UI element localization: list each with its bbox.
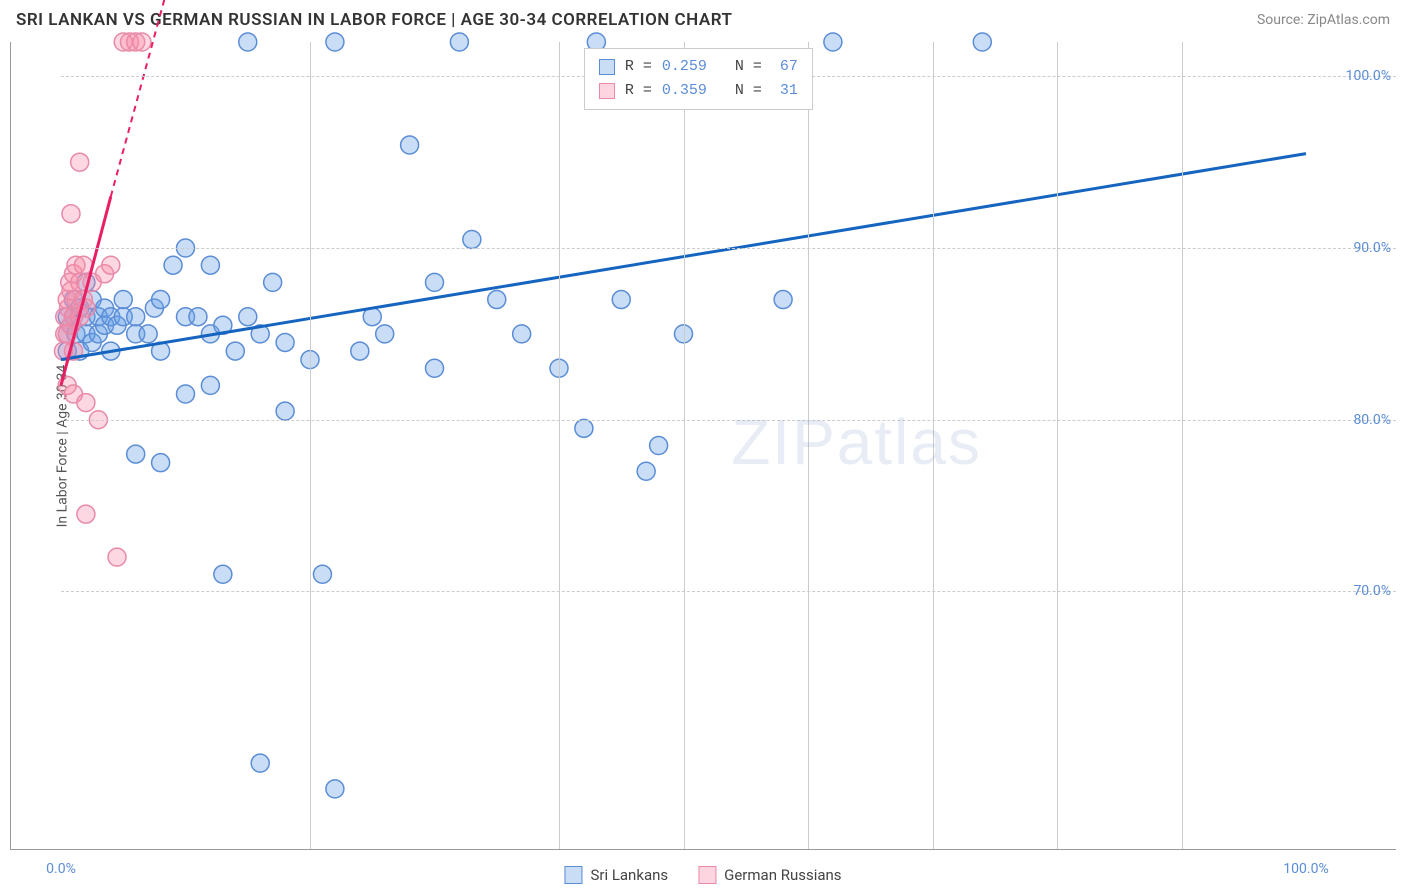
stat-value-r: 0.359 xyxy=(662,79,707,103)
scatter-point xyxy=(127,308,145,326)
scatter-point xyxy=(351,342,369,360)
stats-row: R = 0.359 N = 31 xyxy=(599,79,798,103)
x-tick-label: 0.0% xyxy=(46,861,76,877)
gridline-h xyxy=(61,248,1396,249)
scatter-point xyxy=(824,33,842,51)
scatter-point xyxy=(313,565,331,583)
scatter-point xyxy=(62,205,80,223)
legend-label: German Russians xyxy=(724,866,841,884)
stat-label-r: R = xyxy=(625,55,652,79)
stat-value-n: 31 xyxy=(772,79,798,103)
scatter-point xyxy=(251,754,269,772)
scatter-point xyxy=(488,291,506,309)
scatter-point xyxy=(177,385,195,403)
scatter-point xyxy=(114,291,132,309)
scatter-point xyxy=(189,308,207,326)
scatter-point xyxy=(152,291,170,309)
stat-value-r: 0.259 xyxy=(662,55,707,79)
scatter-point xyxy=(226,342,244,360)
gridline-v xyxy=(559,42,560,849)
scatter-point xyxy=(214,565,232,583)
scatter-point xyxy=(102,256,120,274)
scatter-point xyxy=(127,445,145,463)
scatter-point xyxy=(201,376,219,394)
scatter-point xyxy=(401,136,419,154)
scatter-point xyxy=(637,462,655,480)
y-tick-label: 80.0% xyxy=(1353,412,1391,428)
scatter-point xyxy=(575,419,593,437)
scatter-point xyxy=(973,33,991,51)
scatter-point xyxy=(513,325,531,343)
scatter-point xyxy=(450,33,468,51)
scatter-point xyxy=(201,256,219,274)
legend-item: German Russians xyxy=(698,866,841,884)
scatter-point xyxy=(376,325,394,343)
stat-label-n: N = xyxy=(735,79,762,103)
legend-swatch xyxy=(564,866,582,884)
chart-area: In Labor Force | Age 30-34 70.0%80.0%90.… xyxy=(10,42,1396,850)
scatter-point xyxy=(71,153,89,171)
scatter-point xyxy=(326,33,344,51)
gridline-v xyxy=(684,42,685,849)
stat-label-r: R = xyxy=(625,79,652,103)
y-tick-label: 70.0% xyxy=(1353,583,1391,599)
gridline-v xyxy=(310,42,311,849)
scatter-point xyxy=(650,437,668,455)
source-label: Source: ZipAtlas.com xyxy=(1257,12,1390,28)
scatter-point xyxy=(152,454,170,472)
scatter-point xyxy=(774,291,792,309)
gridline-v xyxy=(1057,42,1058,849)
gridline-v xyxy=(808,42,809,849)
stats-legend: R = 0.259 N = 67 R = 0.359 N = 31 xyxy=(584,48,813,110)
legend-swatch xyxy=(599,59,615,75)
scatter-point xyxy=(276,333,294,351)
scatter-point xyxy=(326,780,344,798)
scatter-point xyxy=(77,505,95,523)
scatter-point xyxy=(264,273,282,291)
scatter-point xyxy=(164,256,182,274)
plot-region: 70.0%80.0%90.0%100.0%0.0%100.0%R =0.259N… xyxy=(61,42,1306,849)
scatter-point xyxy=(426,273,444,291)
chart-title: SRI LANKAN VS GERMAN RUSSIAN IN LABOR FO… xyxy=(16,10,732,30)
stat-label-n: N = xyxy=(735,55,762,79)
legend-item: Sri Lankans xyxy=(564,866,668,884)
legend-swatch xyxy=(698,866,716,884)
scatter-point xyxy=(77,394,95,412)
gridline-v xyxy=(933,42,934,849)
scatter-point xyxy=(463,230,481,248)
gridline-h xyxy=(61,420,1396,421)
stat-value-n: 67 xyxy=(772,55,798,79)
gridline-h xyxy=(61,591,1396,592)
x-tick-label: 100.0% xyxy=(1283,861,1328,877)
scatter-point xyxy=(139,325,157,343)
scatter-point xyxy=(426,359,444,377)
scatter-point xyxy=(239,308,257,326)
scatter-point xyxy=(276,402,294,420)
y-tick-label: 100.0% xyxy=(1346,68,1391,84)
scatter-point xyxy=(108,548,126,566)
gridline-v xyxy=(1182,42,1183,849)
bottom-legend: Sri Lankans German Russians xyxy=(564,866,841,884)
legend-swatch xyxy=(599,83,615,99)
scatter-point xyxy=(133,33,151,51)
scatter-point xyxy=(239,33,257,51)
legend-label: Sri Lankans xyxy=(590,866,668,884)
scatter-point xyxy=(612,291,630,309)
y-tick-label: 90.0% xyxy=(1353,240,1391,256)
stats-row: R = 0.259 N = 67 xyxy=(599,55,798,79)
